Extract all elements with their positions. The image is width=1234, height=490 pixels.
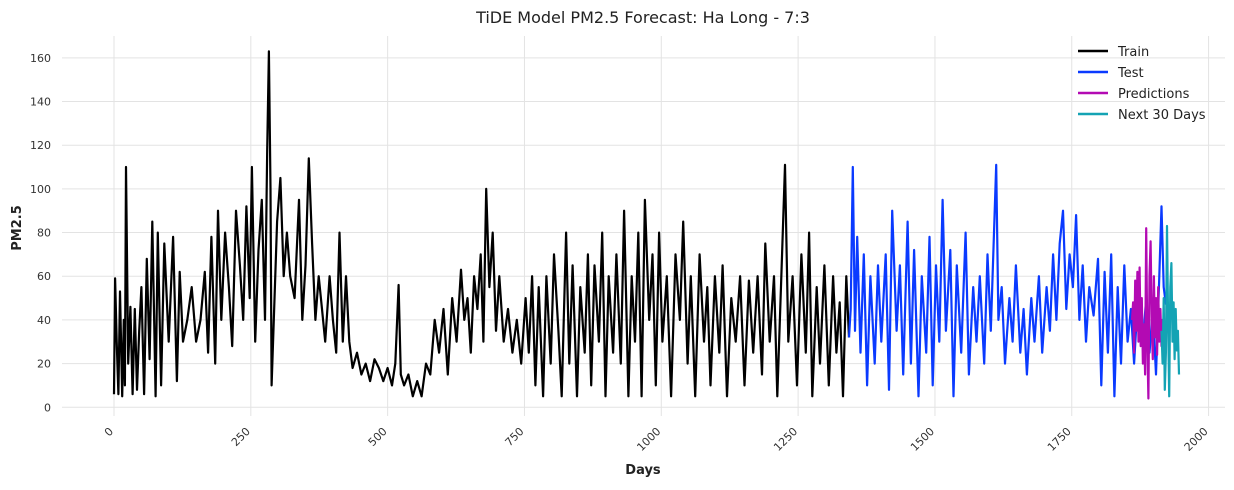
series-line-next-30-days	[1160, 224, 1181, 398]
y-tick-label: 0	[44, 401, 51, 414]
series-line-test	[847, 163, 1167, 398]
y-tick-label: 100	[30, 183, 51, 196]
y-tick-labels: 0 20 40 60 80 100 120 140 160	[30, 52, 51, 414]
x-tick-label: 250	[229, 425, 253, 449]
legend-item-test: Test	[1078, 66, 1144, 81]
series-line-predictions	[1130, 227, 1167, 400]
x-axis-title: Days	[625, 463, 661, 478]
x-tick-label: 1000	[634, 425, 663, 454]
x-tick-label: 750	[503, 425, 527, 449]
legend-item-next-30-days: Next 30 Days	[1078, 108, 1206, 123]
legend-item-predictions: Predictions	[1078, 87, 1190, 102]
y-tick-label: 120	[30, 139, 51, 152]
legend: Train Test Predictions Next 30 Days	[1078, 45, 1206, 123]
chart-title: TiDE Model PM2.5 Forecast: Ha Long - 7:3	[475, 8, 810, 27]
x-tick-label: 500	[366, 425, 390, 449]
y-tick-label: 20	[37, 358, 51, 371]
y-axis-title: PM2.5	[10, 205, 25, 251]
x-tick-label: 0	[102, 425, 116, 439]
y-tick-label: 80	[37, 227, 51, 240]
legend-label: Next 30 Days	[1118, 108, 1206, 123]
legend-label: Predictions	[1118, 87, 1190, 102]
series-layer	[112, 50, 1181, 400]
legend-label: Train	[1117, 45, 1149, 60]
series-line-train	[112, 50, 851, 398]
x-tick-label: 1250	[771, 425, 800, 454]
x-tick-label: 1500	[908, 425, 937, 454]
y-tick-label: 40	[37, 314, 51, 327]
x-tick-label: 2000	[1182, 425, 1211, 454]
legend-label: Test	[1117, 66, 1144, 81]
y-tick-label: 160	[30, 52, 51, 65]
y-tick-label: 60	[37, 270, 51, 283]
legend-item-train: Train	[1078, 45, 1149, 60]
y-tick-label: 140	[30, 96, 51, 109]
x-tick-label: 1750	[1045, 425, 1074, 454]
x-tick-labels: 0 250 500 750 1000 1250 1500 1750 2000	[102, 425, 1211, 454]
